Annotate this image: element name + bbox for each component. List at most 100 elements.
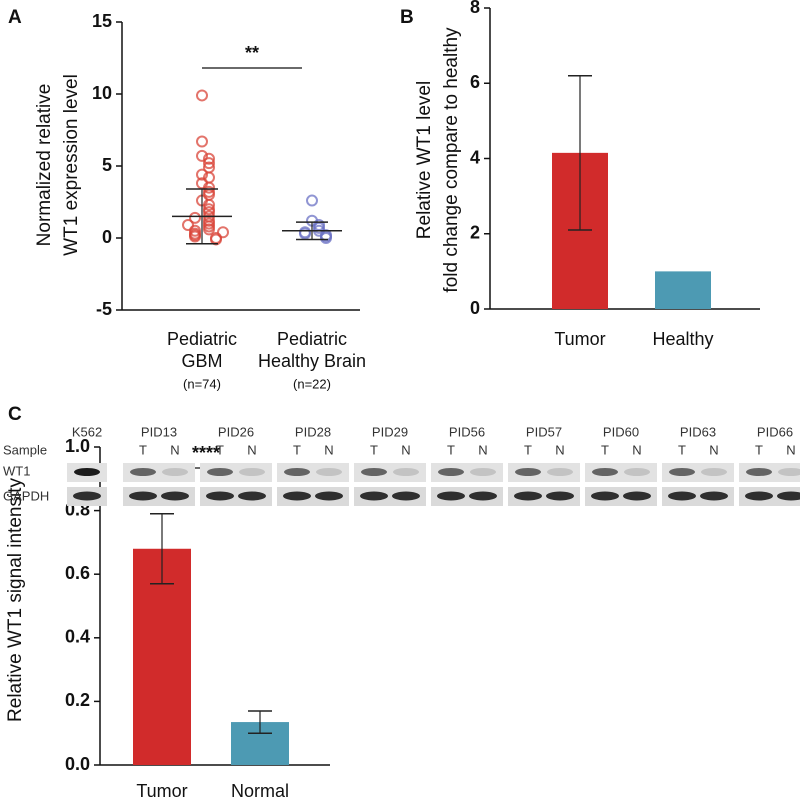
y-tick-label: 0.4 [65,627,90,647]
blot-band [437,491,465,501]
data-point [196,149,208,162]
blot-band [700,491,728,501]
y-tick-label: 10 [92,83,112,103]
blot-band [668,491,696,501]
data-point [203,157,215,170]
blot-sample-label: PID26 [218,424,254,439]
blot-sample-label: PID60 [603,424,639,439]
y-tick-label: -5 [96,299,112,319]
y-tick-label: 1.0 [65,436,90,456]
blot-strip [508,463,580,482]
blot-band [392,491,420,501]
blot-band [283,491,311,501]
y-tick-label: 0 [102,227,112,247]
x-tick-label: Tumor [554,329,605,349]
y-tick-label: 6 [470,72,480,92]
y-tick-label: 15 [92,11,112,31]
blot-lane-label: T [370,442,378,457]
blot-lane-label: N [324,442,333,457]
blot-band [130,468,156,476]
y-tick-label: 0.0 [65,754,90,774]
blot-band [360,491,388,501]
blot-lane-label: T [139,442,147,457]
blot-strip [662,463,734,482]
blot-sample-label: K562 [72,424,102,439]
blot-strip [277,463,349,482]
blot-sample-label: PID29 [372,424,408,439]
blot-lane-label: N [786,442,795,457]
blot-lane-label: N [247,442,256,457]
y-tick-label: 5 [102,155,112,175]
data-point [189,211,201,224]
blot-lane-label: N [709,442,718,457]
data-point [196,135,208,148]
blot-sample-label: PID56 [449,424,485,439]
blot-band [162,468,188,476]
data-point [203,223,215,236]
blot-strip [585,463,657,482]
x-tick-label: GBM [181,351,222,371]
blot-band [469,491,497,501]
blot-strip [431,463,503,482]
blot-band [393,468,419,476]
blot-band [438,468,464,476]
blot-strip [354,463,426,482]
n-label: (n=22) [293,376,331,391]
blot-band [777,491,800,501]
x-tick-label: Normal [231,781,289,801]
blot-row-label: Sample [3,442,47,457]
blot-band [74,468,100,476]
data-point [320,232,332,244]
data-point [196,168,208,181]
blot-sample-label: PID63 [680,424,716,439]
bar [655,271,711,309]
blot-lane-label: T [755,442,763,457]
blot-band [778,468,800,476]
blot-sample-label: PID28 [295,424,331,439]
blot-lane-label: T [216,442,224,457]
blot-band [315,491,343,501]
blot-row-label: GAPDH [3,488,49,503]
bar [133,548,191,765]
x-tick-label: Pediatric [277,329,347,349]
n-label: (n=74) [183,376,221,391]
blot-band [624,468,650,476]
y-tick-label: 0.6 [65,563,90,583]
blot-band [238,491,266,501]
y-axis-label: Relative WT1 level [414,81,435,239]
blot-lane-label: T [447,442,455,457]
y-tick-label: 0.2 [65,690,90,710]
data-point [306,194,318,207]
blot-lane-label: N [170,442,179,457]
data-point [203,181,215,194]
data-point [217,226,229,239]
y-axis-label: Relative WT1 signal intensity [5,478,26,722]
blot-band [592,468,618,476]
data-point [182,219,194,232]
blot-sample-label: PID57 [526,424,562,439]
blot-band [515,468,541,476]
blot-band [361,468,387,476]
y-axis-label: Normalized relative [34,84,55,247]
blot-band [546,491,574,501]
blot-band [129,491,157,501]
blot-strip [200,463,272,482]
blot-band [161,491,189,501]
data-point [203,198,215,211]
significance-label: ** [245,43,259,63]
blot-lane-label: N [555,442,564,457]
blot-band [746,468,772,476]
x-tick-label: Tumor [136,781,187,801]
data-point [189,230,201,243]
y-axis-label: fold change compare to healthy [441,27,462,293]
blot-row-label: WT1 [3,463,30,478]
blot-band [73,491,101,501]
y-axis-label: WT1 expression level [61,74,82,256]
blot-strip [123,463,195,482]
blot-lane-label: T [524,442,532,457]
panel-letter: B [400,7,414,28]
blot-lane-label: N [632,442,641,457]
x-tick-label: Healthy Brain [258,351,366,371]
